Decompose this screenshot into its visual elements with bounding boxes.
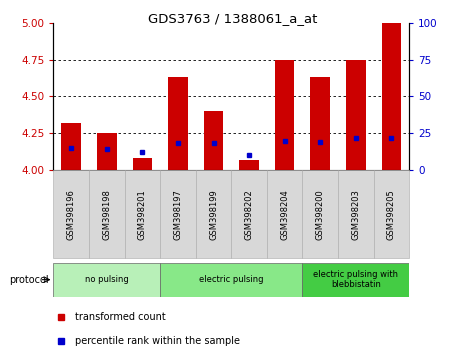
- Bar: [239, 160, 259, 170]
- Text: GSM398197: GSM398197: [173, 189, 182, 240]
- Text: GSM398204: GSM398204: [280, 189, 289, 240]
- Text: percentile rank within the sample: percentile rank within the sample: [75, 336, 240, 346]
- Bar: [125, 170, 160, 258]
- Bar: [53, 263, 160, 297]
- Text: protocol: protocol: [9, 275, 49, 285]
- Bar: [196, 170, 232, 258]
- Text: electric pulsing: electric pulsing: [199, 275, 264, 284]
- Bar: [267, 170, 303, 258]
- Bar: [311, 78, 330, 170]
- Text: GSM398203: GSM398203: [352, 189, 360, 240]
- Bar: [382, 23, 401, 170]
- Text: GSM398202: GSM398202: [245, 189, 253, 240]
- Bar: [168, 78, 188, 170]
- Bar: [346, 60, 365, 170]
- Text: GSM398196: GSM398196: [67, 189, 76, 240]
- Bar: [374, 170, 409, 258]
- Bar: [204, 111, 223, 170]
- Text: GSM398199: GSM398199: [209, 189, 218, 240]
- Text: no pulsing: no pulsing: [85, 275, 129, 284]
- Bar: [303, 170, 338, 258]
- Bar: [133, 158, 152, 170]
- Text: GSM398201: GSM398201: [138, 189, 147, 240]
- Bar: [338, 170, 374, 258]
- Text: GDS3763 / 1388061_a_at: GDS3763 / 1388061_a_at: [148, 12, 317, 25]
- Text: electric pulsing with
blebbistatin: electric pulsing with blebbistatin: [313, 270, 399, 289]
- Bar: [89, 170, 125, 258]
- Bar: [160, 170, 196, 258]
- Bar: [160, 263, 303, 297]
- Bar: [97, 133, 117, 170]
- Text: GSM398198: GSM398198: [102, 189, 111, 240]
- Bar: [61, 123, 81, 170]
- Bar: [232, 170, 267, 258]
- Text: GSM398200: GSM398200: [316, 189, 325, 240]
- Text: transformed count: transformed count: [75, 312, 166, 322]
- Bar: [53, 170, 89, 258]
- Bar: [303, 263, 409, 297]
- Bar: [275, 60, 294, 170]
- Text: GSM398205: GSM398205: [387, 189, 396, 240]
